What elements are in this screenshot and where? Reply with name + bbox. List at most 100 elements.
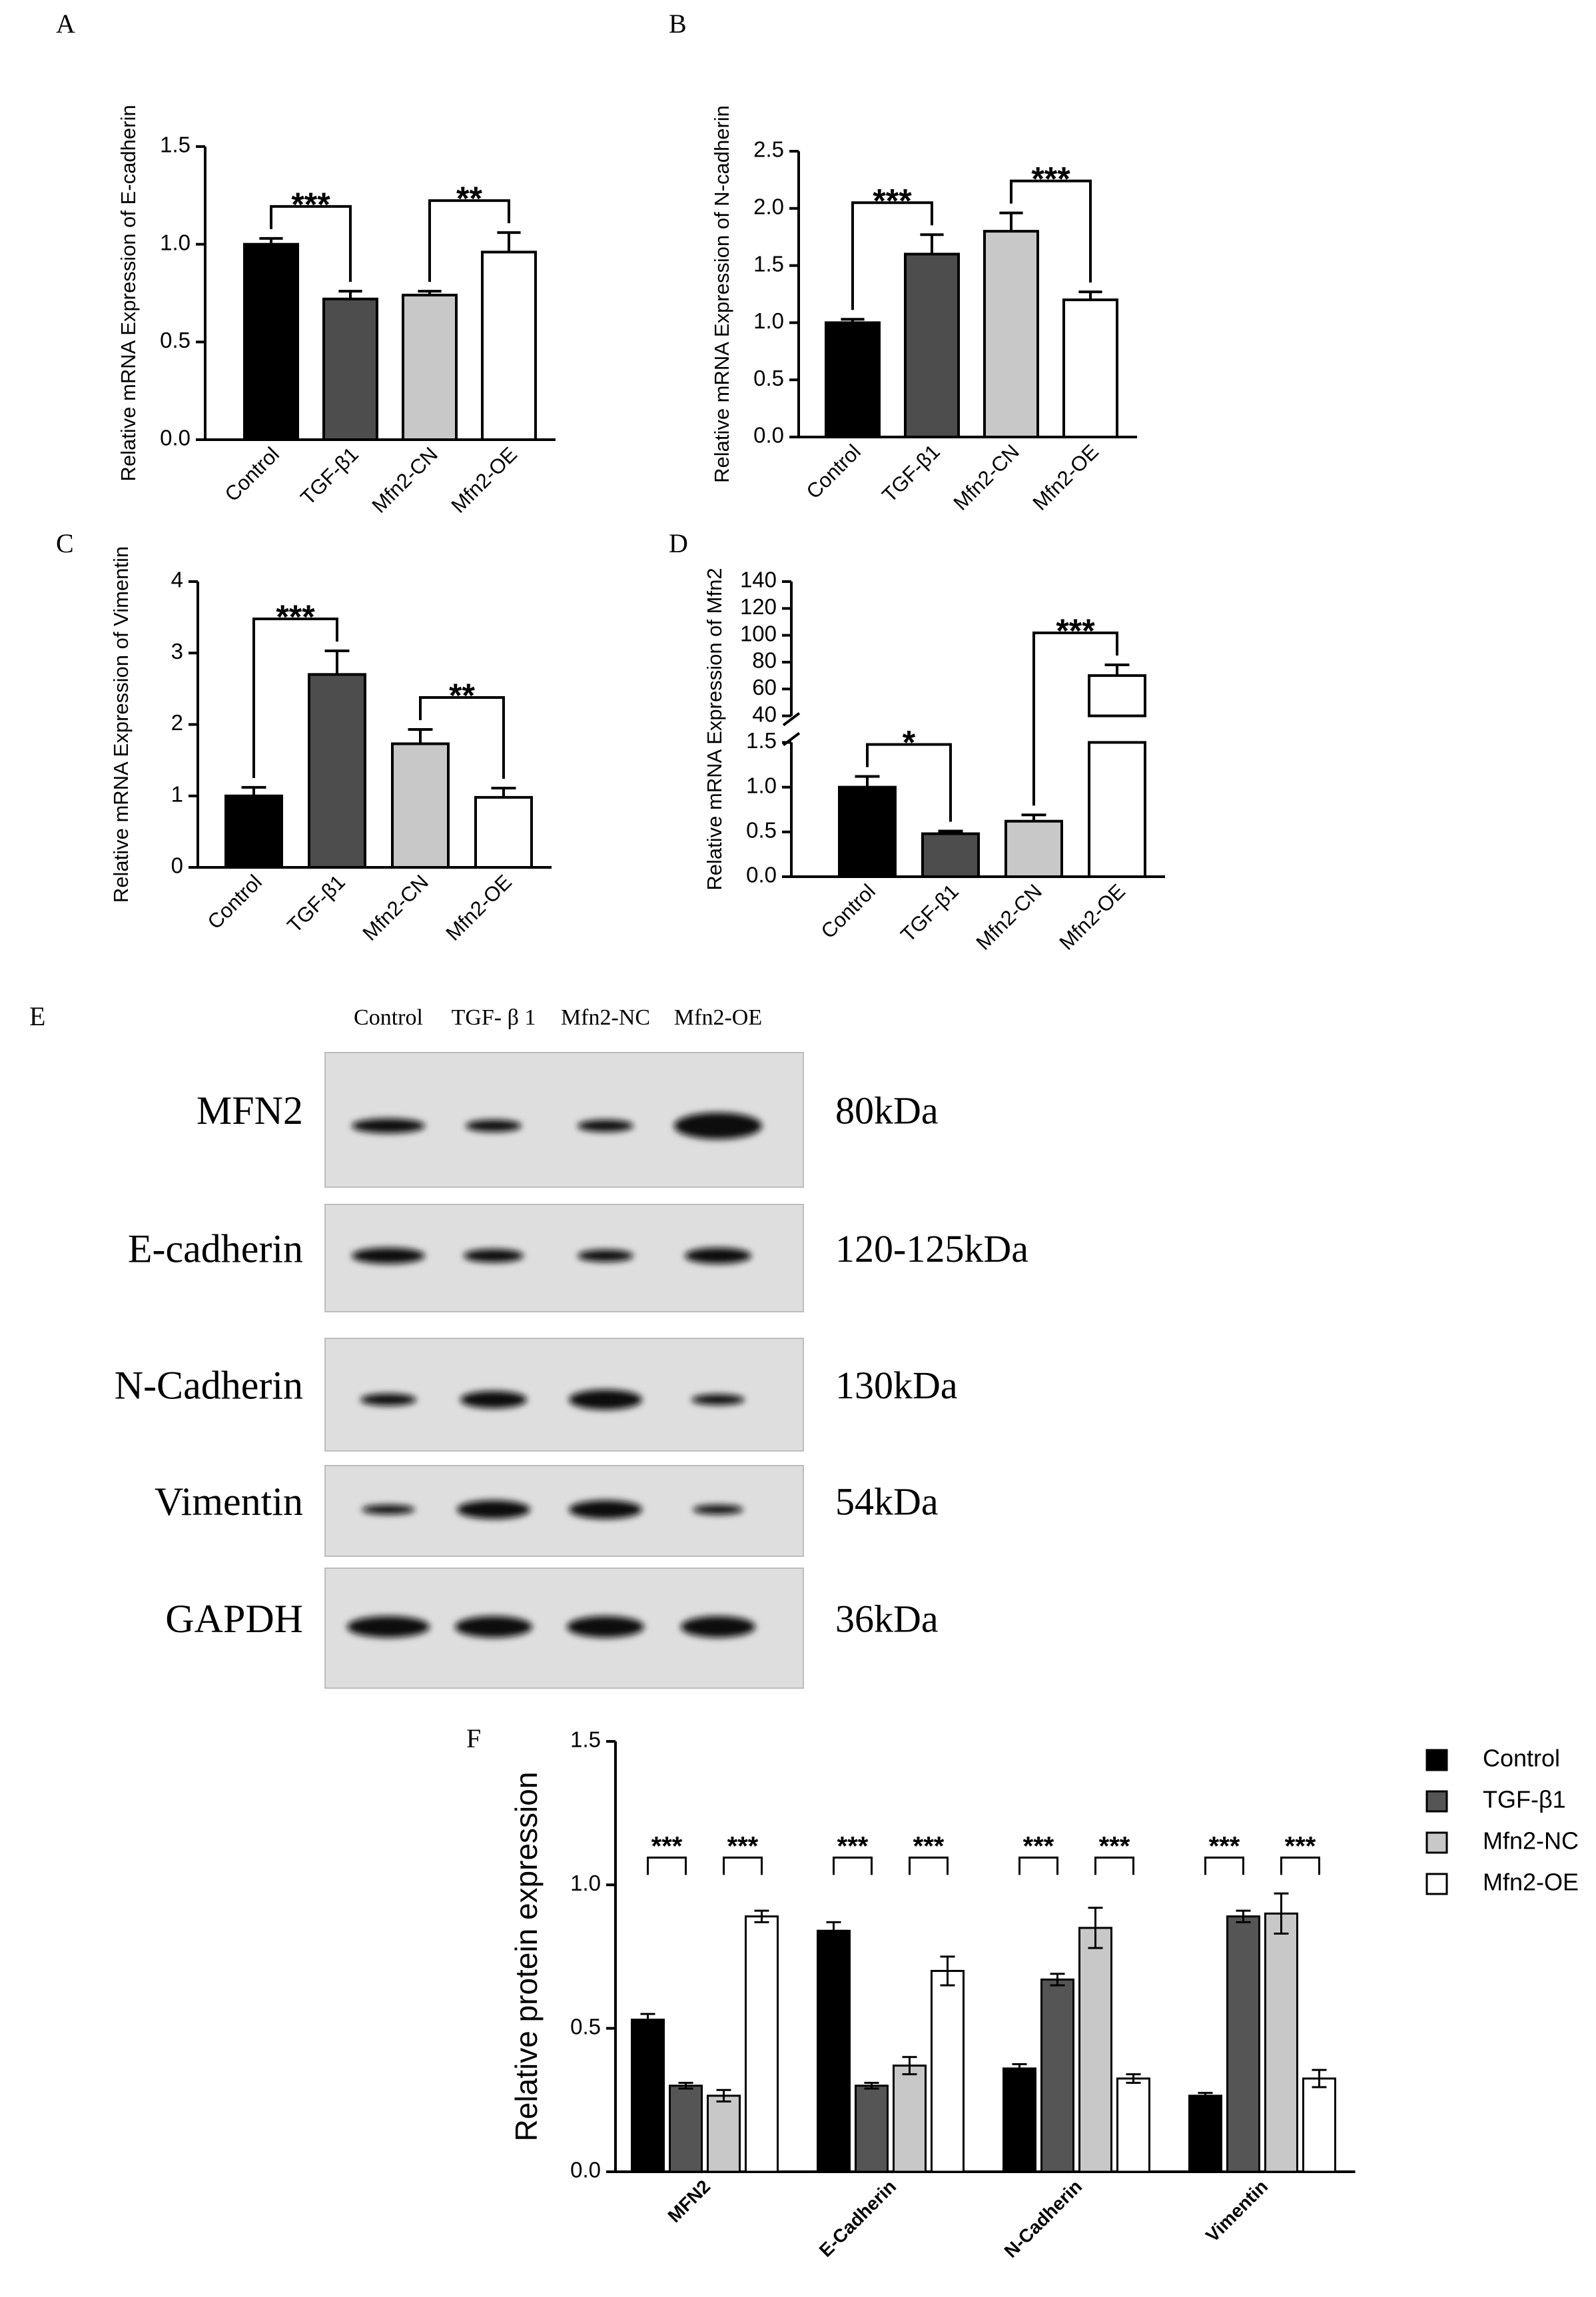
- y-tick-label: 120: [740, 594, 777, 619]
- blot-band: [681, 1616, 755, 1637]
- y-tick-label: 4: [171, 568, 183, 592]
- panel-label: B: [669, 9, 687, 39]
- legend-label: Mfn2-NC: [1483, 1827, 1579, 1855]
- error-bar: [864, 2081, 879, 2090]
- x-tick-label: Mfn2-CN: [949, 440, 1024, 514]
- bar: [224, 794, 283, 869]
- protein-label: E-cadherin: [128, 1226, 303, 1270]
- protein-label: N-Cadherin: [115, 1363, 303, 1407]
- size-label: 80kDa: [835, 1089, 939, 1132]
- error-bar: [920, 233, 944, 254]
- blot-band: [352, 1248, 425, 1264]
- x-tick-label: Mfn2-OE: [441, 870, 516, 945]
- significance-label: ***: [291, 186, 330, 223]
- blot-band: [360, 1394, 416, 1406]
- bar: [904, 252, 960, 438]
- error-bar: [716, 2088, 731, 2102]
- y-tick-label: 100: [740, 621, 777, 646]
- bar: [1002, 2067, 1036, 2173]
- y-tick-label: 0: [171, 853, 183, 878]
- x-tick-label: TGF-β1: [296, 442, 363, 510]
- lane-label: Mfn2-NC: [561, 1005, 650, 1030]
- x-tick-label: Mfn2-CN: [368, 442, 442, 517]
- error-bar: [999, 211, 1023, 232]
- y-tick-label: 0.0: [160, 426, 191, 450]
- y-tick-label: 3: [171, 639, 183, 664]
- x-tick-label: Control: [203, 870, 266, 933]
- y-tick-label: 0.5: [746, 818, 777, 843]
- y-tick-label: 1.0: [746, 773, 777, 797]
- size-label: 130kDa: [835, 1364, 958, 1407]
- blot-band: [466, 1120, 522, 1132]
- bar: [1188, 2094, 1222, 2173]
- blot-band: [460, 1391, 527, 1408]
- y-tick-label: 1.5: [570, 1727, 601, 1752]
- blot-band: [567, 1616, 644, 1637]
- bar: [893, 2065, 927, 2173]
- significance-label: ***: [1056, 612, 1095, 650]
- error-bar: [491, 786, 516, 797]
- significance-label: ***: [1023, 1831, 1054, 1861]
- significance-label: ***: [276, 598, 315, 636]
- y-axis-title: Relative protein expression: [509, 1772, 544, 2142]
- significance-bracket: [428, 199, 510, 282]
- bar: [1226, 1915, 1260, 2173]
- blot-band: [347, 1616, 430, 1637]
- panel-label: D: [669, 528, 688, 558]
- panel-label: F: [466, 1723, 481, 1753]
- x-tick-label: N-Cadherin: [1000, 2176, 1086, 2262]
- y-tick-label: 140: [740, 568, 777, 592]
- y-tick-label: 40: [752, 701, 777, 726]
- error-bar: [678, 2081, 693, 2090]
- x-tick-label: Control: [817, 879, 880, 943]
- bar: [402, 293, 458, 441]
- bar: [391, 742, 450, 869]
- x-tick-label: MFN2: [663, 2176, 714, 2226]
- significance-label: ***: [1285, 1831, 1316, 1861]
- legend-label: Control: [1483, 1745, 1560, 1772]
- significance-bracket: [1204, 1856, 1244, 1875]
- y-tick-label: 1.0: [160, 230, 191, 254]
- bar: [921, 832, 980, 878]
- error-bar: [338, 290, 362, 299]
- x-tick-label: Vimentin: [1202, 2176, 1272, 2246]
- error-bar: [938, 829, 963, 834]
- significance-label: ***: [651, 1831, 683, 1861]
- y-tick-label: 0.5: [570, 2014, 601, 2039]
- x-tick-label: TGF-β1: [877, 440, 945, 507]
- blot-band: [685, 1248, 751, 1264]
- error-bar: [1312, 2068, 1327, 2088]
- y-tick-label: 1.5: [160, 133, 191, 157]
- significance-label: ***: [873, 182, 912, 219]
- error-bar: [1050, 1973, 1065, 1987]
- blot-band: [674, 1113, 762, 1139]
- error-bar: [259, 236, 283, 244]
- y-axis-title: Relative mRNA Expression of N-cadherin: [710, 105, 733, 483]
- error-bar: [1236, 1909, 1251, 1923]
- blot-band: [352, 1119, 425, 1133]
- bar: [1004, 819, 1063, 879]
- y-tick-label: 0.0: [753, 423, 784, 448]
- significance-bracket: [1018, 1856, 1058, 1875]
- bar: [243, 242, 299, 441]
- x-tick-label: Mfn2-OE: [1028, 440, 1102, 514]
- legend-swatch: [1425, 1873, 1448, 1895]
- significance-label: **: [456, 180, 482, 217]
- y-tick-label: 0.5: [753, 366, 784, 390]
- bar: [1264, 1912, 1298, 2173]
- bar: [669, 2084, 703, 2173]
- bar: [983, 230, 1039, 438]
- bar: [1062, 298, 1118, 438]
- blot-band: [455, 1616, 532, 1637]
- y-tick-label: 0.0: [570, 2158, 601, 2182]
- error-bar: [497, 231, 521, 252]
- significance-label: ***: [837, 1831, 869, 1861]
- blot-band: [362, 1505, 415, 1514]
- y-tick-label: 1.5: [753, 251, 784, 276]
- protein-label: Vimentin: [155, 1480, 303, 1524]
- panel-label: C: [56, 528, 74, 558]
- y-tick-label: 2: [171, 710, 183, 735]
- blot-band: [578, 1250, 633, 1262]
- panel-label: E: [29, 1001, 45, 1031]
